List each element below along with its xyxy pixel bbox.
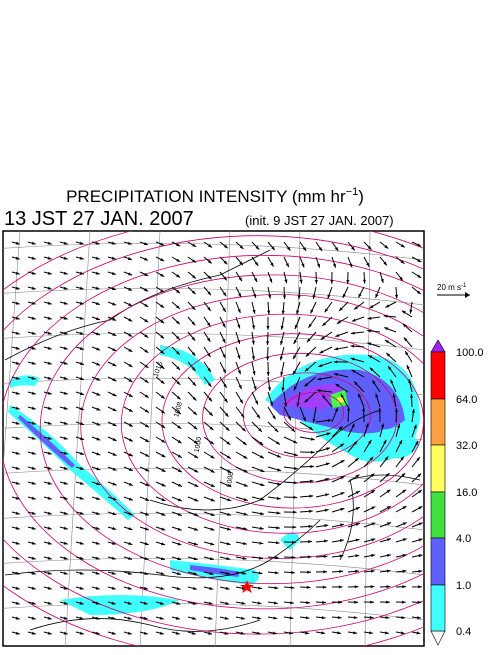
- colorbar-label: 0.4: [456, 626, 471, 638]
- vector-scale-text: 20 m s: [437, 283, 461, 292]
- colorbar-label: 16.0: [456, 487, 477, 499]
- colorbar-segment: [431, 445, 445, 492]
- title-text: PRECIPITATION INTENSITY (mm hr: [66, 187, 346, 206]
- title-end: ): [358, 187, 364, 206]
- colorbar-segment: [431, 538, 445, 585]
- colorbar-label: 32.0: [456, 440, 477, 452]
- title-exp: −1: [346, 186, 359, 198]
- colorbar-top: [431, 340, 445, 352]
- colorbar-label: 64.0: [456, 394, 477, 406]
- colorbar-label: 4.0: [456, 533, 471, 545]
- colorbar-segment: [431, 492, 445, 538]
- vector-scale-head: [465, 292, 470, 298]
- colorbar-label: 1.0: [456, 580, 471, 592]
- init-time: (init. 9 JST 27 JAN. 2007): [245, 213, 394, 228]
- vector-scale-exp: -1: [461, 283, 467, 289]
- colorbar-label: 100.0: [456, 347, 484, 359]
- colorbar-segment: [431, 585, 445, 631]
- title: PRECIPITATION INTENSITY (mm hr−1): [66, 186, 364, 206]
- vector-scale-label: 20 m s-1: [437, 283, 467, 292]
- colorbar-segment: [431, 399, 445, 445]
- colorbar-segment: [431, 352, 445, 399]
- valid-time: 13 JST 27 JAN. 2007: [4, 208, 194, 230]
- colorbar: 100.0 64.0 32.0 16.0 4.0 1.0 0.4: [431, 340, 484, 645]
- colorbar-bottom: [431, 631, 445, 645]
